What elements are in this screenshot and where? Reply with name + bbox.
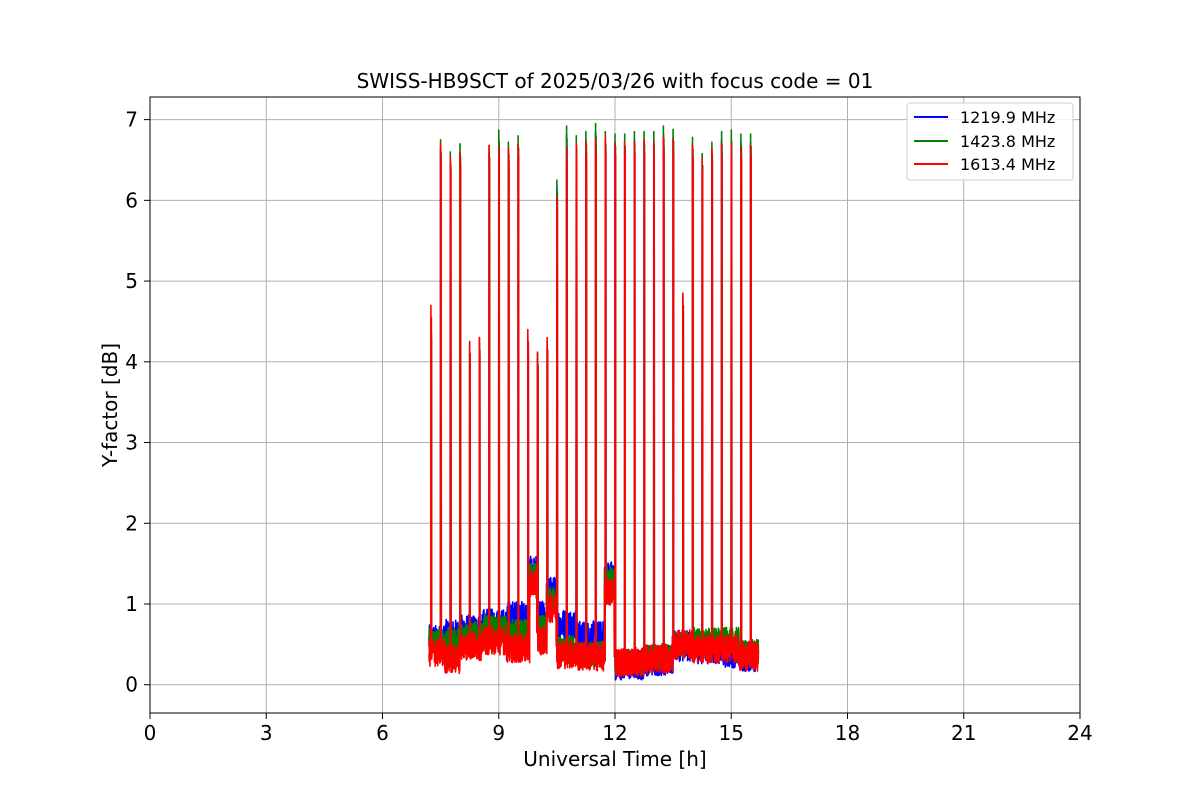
y-axis-label: Y-factor [dB] (98, 343, 122, 468)
y-tick-label: 3 (125, 431, 138, 455)
y-tick-label: 5 (125, 269, 138, 293)
legend-label-1: 1219.9 MHz (960, 108, 1055, 127)
x-tick-label: 12 (602, 721, 627, 745)
legend-box (906, 102, 1074, 181)
x-tick-label: 15 (719, 721, 744, 745)
y-tick-label: 7 (125, 108, 138, 132)
y-ticks: 0 1 2 3 4 5 6 7 (125, 108, 150, 697)
y-tick-label: 0 (125, 673, 138, 697)
x-tick-label: 9 (492, 721, 505, 745)
y-tick-label: 2 (125, 511, 138, 535)
y-tick-label: 4 (125, 350, 138, 374)
series-line-1 (428, 131, 760, 681)
legend-label-3: 1613.4 MHz (960, 155, 1055, 174)
y-tick-label: 6 (125, 188, 138, 212)
series-line-3 (428, 135, 760, 678)
x-tick-label: 24 (1067, 721, 1092, 745)
legend: 1219.9 MHz 1423.8 MHz 1613.4 MHz (906, 102, 1074, 181)
x-axis-label: Universal Time [h] (523, 747, 706, 771)
series-layer (428, 122, 760, 681)
y-tick-label: 1 (125, 592, 138, 616)
x-tick-label: 3 (260, 721, 273, 745)
x-tick-label: 6 (376, 721, 389, 745)
x-tick-label: 21 (951, 721, 976, 745)
x-ticks: 0 3 6 9 12 15 18 21 24 (144, 713, 1093, 745)
series-line-2 (428, 122, 760, 676)
legend-label-2: 1423.8 MHz (960, 132, 1055, 151)
x-tick-label: 18 (835, 721, 860, 745)
chart-title: SWISS-HB9SCT of 2025/03/26 with focus co… (357, 69, 874, 93)
x-tick-label: 0 (144, 721, 157, 745)
